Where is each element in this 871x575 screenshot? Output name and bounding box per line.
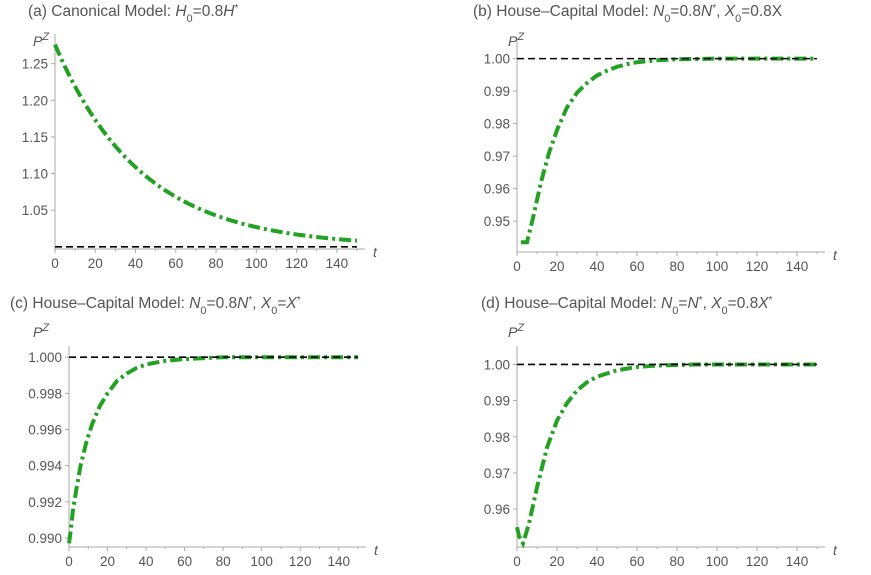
x-tick-label: 60 bbox=[629, 259, 644, 274]
y-axis-label: PZ bbox=[33, 31, 50, 49]
panel-a: (a) Canonical Model: H0=0.8H* PZ t 0 20 40 60 8… bbox=[22, 3, 378, 272]
y-axis-label: PZ bbox=[33, 322, 50, 340]
x-tick-label: 80 bbox=[216, 554, 231, 569]
x-tick-label: 0 bbox=[513, 554, 521, 569]
y-tick-label: 0.990 bbox=[28, 531, 62, 546]
x-tick-label: 140 bbox=[786, 554, 809, 569]
y-tick-label: 0.99 bbox=[484, 84, 510, 99]
y-tick-label: 0.98 bbox=[484, 430, 510, 445]
x-tick-label: 120 bbox=[746, 554, 769, 569]
y-tick-label: 1.05 bbox=[22, 203, 48, 218]
x-tick-label: 120 bbox=[285, 256, 308, 271]
x-tick-label: 80 bbox=[669, 554, 684, 569]
panel-b: (b) House–Capital Model: N0=0.8N*, X0=0.… bbox=[473, 3, 838, 275]
y-tick-label: 1.15 bbox=[22, 130, 48, 145]
y-tick-label: 1.00 bbox=[484, 52, 510, 67]
y-tick-label: 1.00 bbox=[484, 357, 510, 372]
x-tick-label: 60 bbox=[168, 256, 183, 271]
series-line-pz bbox=[67, 355, 358, 544]
x-axis-label: t bbox=[374, 542, 379, 558]
y-tick-label: 0.96 bbox=[484, 502, 510, 517]
panel-title-prefix: (b) House–Capital Model: bbox=[473, 3, 653, 20]
y-tick-label: 0.96 bbox=[484, 182, 510, 197]
panel-title: (b) House–Capital Model: N0=0.8N*, X0=0.… bbox=[473, 3, 783, 26]
x-tick-label: 100 bbox=[706, 259, 729, 274]
x-axis-label: t bbox=[373, 244, 378, 260]
panel-d: (d) House–Capital Model: N0=N*, X0=0.8X*… bbox=[481, 295, 838, 570]
x-tick-label: 60 bbox=[177, 554, 192, 569]
x-tick-label: 60 bbox=[629, 554, 644, 569]
x-tick-label: 20 bbox=[88, 256, 103, 271]
x-tick-label: 140 bbox=[326, 256, 349, 271]
series-line-pz bbox=[515, 362, 817, 549]
x-tick-label: 140 bbox=[327, 554, 350, 569]
panel-title-prefix: (c) House–Capital Model: bbox=[10, 295, 189, 312]
x-tick-label: 40 bbox=[139, 554, 154, 569]
x-tick-label: 40 bbox=[589, 259, 604, 274]
x-tick-label: 80 bbox=[669, 259, 684, 274]
y-tick-label: 1.25 bbox=[22, 57, 48, 72]
panel-title-prefix: (d) House–Capital Model: bbox=[481, 295, 661, 312]
y-tick-label: 0.992 bbox=[28, 495, 62, 510]
y-tick-label: 0.98 bbox=[484, 117, 510, 132]
panel-c: (c) House–Capital Model: N0=0.8N*, X0=X*… bbox=[10, 295, 379, 570]
series-line-pz bbox=[521, 56, 817, 245]
y-tick-label: 0.99 bbox=[484, 394, 510, 409]
y-tick-label: 0.97 bbox=[484, 466, 510, 481]
y-tick-label: 1.10 bbox=[22, 167, 48, 182]
x-tick-label: 0 bbox=[65, 554, 73, 569]
x-tick-label: 100 bbox=[245, 256, 268, 271]
x-tick-label: 120 bbox=[289, 554, 312, 569]
x-tick-label: 140 bbox=[786, 259, 809, 274]
y-tick-label: 0.998 bbox=[28, 386, 62, 401]
panel-title: (c) House–Capital Model: N0=0.8N*, X0=X* bbox=[10, 295, 301, 318]
panel-title: (a) Canonical Model: H0=0.8H* bbox=[28, 3, 238, 26]
x-tick-label: 20 bbox=[549, 259, 564, 274]
y-tick-label: 0.97 bbox=[484, 149, 510, 164]
x-tick-label: 100 bbox=[706, 554, 729, 569]
x-tick-label: 120 bbox=[746, 259, 769, 274]
x-tick-label: 80 bbox=[209, 256, 224, 271]
x-tick-label: 40 bbox=[128, 256, 143, 271]
y-tick-label: 0.996 bbox=[28, 423, 62, 438]
x-tick-label: 100 bbox=[250, 554, 273, 569]
panel-title-prefix: (a) Canonical Model: bbox=[28, 3, 175, 20]
x-axis-label: t bbox=[833, 247, 838, 263]
panel-title: (d) House–Capital Model: N0=N*, X0=0.8X* bbox=[481, 295, 773, 318]
y-tick-label: 1.20 bbox=[22, 93, 48, 108]
y-axis-label: PZ bbox=[508, 322, 525, 340]
x-tick-label: 0 bbox=[51, 256, 59, 271]
y-tick-label: 0.994 bbox=[28, 459, 62, 474]
y-tick-label: 1.000 bbox=[28, 350, 62, 365]
x-tick-label: 20 bbox=[100, 554, 115, 569]
y-tick-label: 0.95 bbox=[484, 214, 510, 229]
x-tick-label: 20 bbox=[549, 554, 564, 569]
x-tick-label: 0 bbox=[513, 259, 521, 274]
series-line-pz bbox=[53, 43, 358, 243]
y-axis-label: PZ bbox=[508, 31, 525, 49]
x-axis-label: t bbox=[833, 542, 838, 558]
x-tick-label: 40 bbox=[589, 554, 604, 569]
